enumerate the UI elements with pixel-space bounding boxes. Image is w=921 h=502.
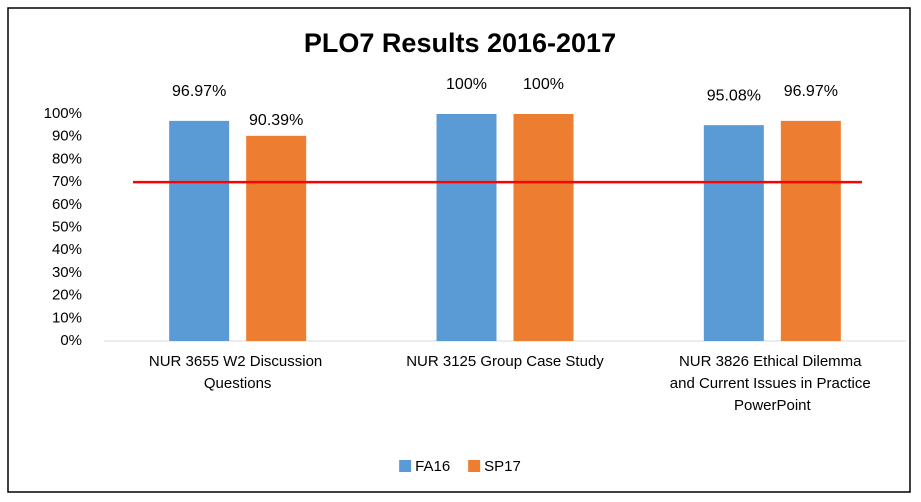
data-label: 95.08% — [707, 87, 761, 104]
x-tick-label: NUR 3826 Ethical Dilemma and Current Iss… — [670, 353, 875, 414]
bar — [169, 120, 230, 341]
bar — [436, 114, 497, 341]
bar — [513, 114, 574, 341]
data-label: 100% — [446, 76, 487, 93]
y-tick-label: 80% — [52, 150, 82, 167]
data-label: 96.97% — [784, 83, 838, 100]
legend-label: SP17 — [484, 458, 521, 475]
legend: FA16 SP17 — [399, 458, 521, 475]
y-tick-label: 100% — [44, 105, 82, 122]
legend-swatch — [399, 460, 412, 472]
y-tick-label: 40% — [52, 241, 82, 258]
y-tick-label: 60% — [52, 196, 82, 213]
data-label: 90.39% — [249, 112, 303, 129]
y-tick-label: 20% — [52, 287, 82, 304]
legend-swatch — [468, 460, 481, 472]
bar — [246, 135, 307, 341]
legend-label: FA16 — [415, 458, 450, 475]
bar — [703, 125, 764, 342]
y-tick-label: 70% — [52, 173, 82, 190]
y-tick-label: 30% — [52, 264, 82, 281]
bar — [780, 120, 841, 341]
y-tick-label: 10% — [52, 309, 82, 326]
data-label: 96.97% — [172, 83, 226, 100]
data-label: 100% — [523, 76, 564, 93]
x-tick-label: NUR 3655 W2 Discussion Questions — [149, 353, 327, 392]
y-tick-label: 50% — [52, 218, 82, 235]
chart-title: PLO7 Results 2016-2017 — [304, 28, 616, 58]
y-tick-label: 90% — [52, 128, 82, 145]
y-tick-label: 0% — [60, 332, 82, 349]
x-tick-label: NUR 3125 Group Case Study — [406, 353, 604, 370]
